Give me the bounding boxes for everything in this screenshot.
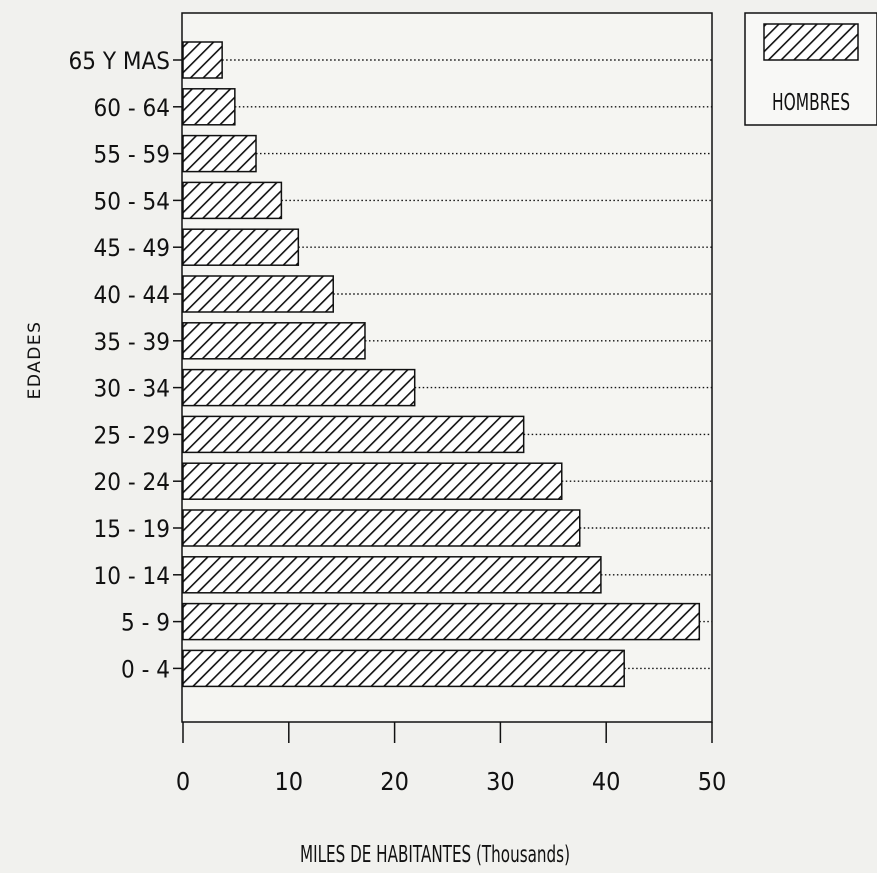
x-tick-label: 20 (380, 767, 409, 796)
category-label: 55 - 59 (94, 141, 170, 169)
category-label: 40 - 44 (94, 281, 170, 309)
x-tick-label: 0 (176, 767, 190, 796)
category-label: 65 Y MAS (69, 47, 170, 75)
category-label: 50 - 54 (94, 187, 170, 215)
bar (182, 228, 300, 266)
bar (182, 134, 257, 173)
bar (182, 41, 223, 79)
bar (182, 556, 602, 594)
legend-label: HOMBRES (772, 90, 850, 116)
category-label: 0 - 4 (121, 655, 170, 683)
x-tick-label: 40 (592, 767, 621, 796)
bar (182, 181, 283, 220)
category-label: 15 - 19 (94, 515, 170, 543)
y-axis-title: EDADES (25, 321, 45, 400)
x-tick-label: 10 (274, 767, 303, 796)
x-axis: 0 10 20 30 40 50 (176, 722, 726, 796)
bar (182, 462, 563, 500)
category-label: 10 - 14 (94, 562, 170, 590)
bars (182, 41, 701, 688)
category-labels: 65 Y MAS 60 - 64 55 - 59 50 - 54 45 - 49 40 -… (69, 47, 183, 683)
bar (182, 275, 334, 313)
category-label: 60 - 64 (94, 94, 170, 122)
category-label: 35 - 39 (94, 328, 170, 356)
bar (182, 509, 581, 547)
category-label: 5 - 9 (121, 609, 170, 637)
bar (182, 322, 366, 360)
category-label: 20 - 24 (94, 468, 170, 496)
category-label: 30 - 34 (94, 375, 170, 403)
bar (182, 649, 625, 688)
bar (182, 415, 525, 454)
legend-swatch (763, 23, 859, 61)
x-tick-label: 50 (698, 767, 727, 796)
legend: HOMBRES (744, 12, 877, 126)
category-label: 25 - 29 (94, 421, 170, 449)
x-axis-title: MILES DE HABITANTES (Thousands) (300, 842, 570, 868)
category-label: 45 - 49 (94, 234, 170, 262)
bar (182, 602, 701, 641)
bar (182, 368, 416, 407)
bar (182, 88, 236, 126)
leader-lines (222, 59, 712, 670)
x-tick-label: 30 (486, 767, 515, 796)
